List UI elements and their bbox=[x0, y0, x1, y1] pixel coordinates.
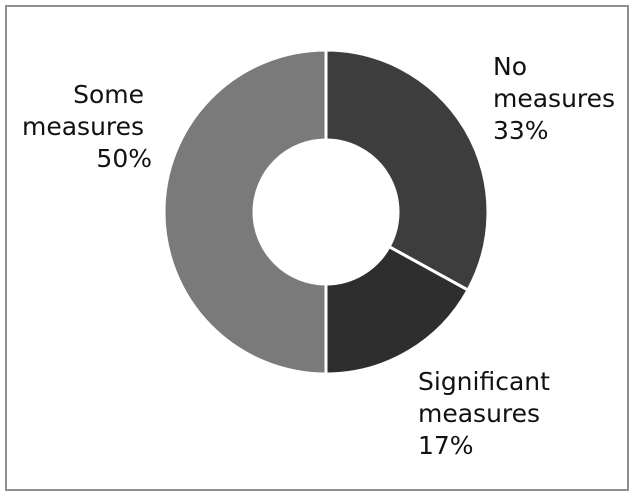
slice-label-line: measures bbox=[493, 84, 615, 113]
label-no-measures: No measures 33% bbox=[493, 52, 623, 145]
slice-percent: 50% bbox=[96, 144, 152, 173]
slice-label-line: measures bbox=[22, 112, 144, 141]
slice-label-line: Some bbox=[73, 80, 144, 109]
slice-percent: 33% bbox=[493, 116, 549, 145]
slice-label-line: Significant bbox=[418, 367, 550, 396]
slice-some-measures bbox=[162, 48, 328, 376]
slice-percent: 17% bbox=[418, 431, 474, 460]
slice-significant-measures bbox=[324, 244, 470, 376]
slice-label-line: No bbox=[493, 52, 527, 81]
slice-group bbox=[162, 48, 490, 376]
slice-no-measures bbox=[324, 48, 490, 293]
label-significant-measures: Significant measures 17% bbox=[418, 367, 558, 460]
slice-label-line: measures bbox=[418, 399, 540, 428]
label-some-measures: Some measures 50% bbox=[22, 80, 152, 173]
